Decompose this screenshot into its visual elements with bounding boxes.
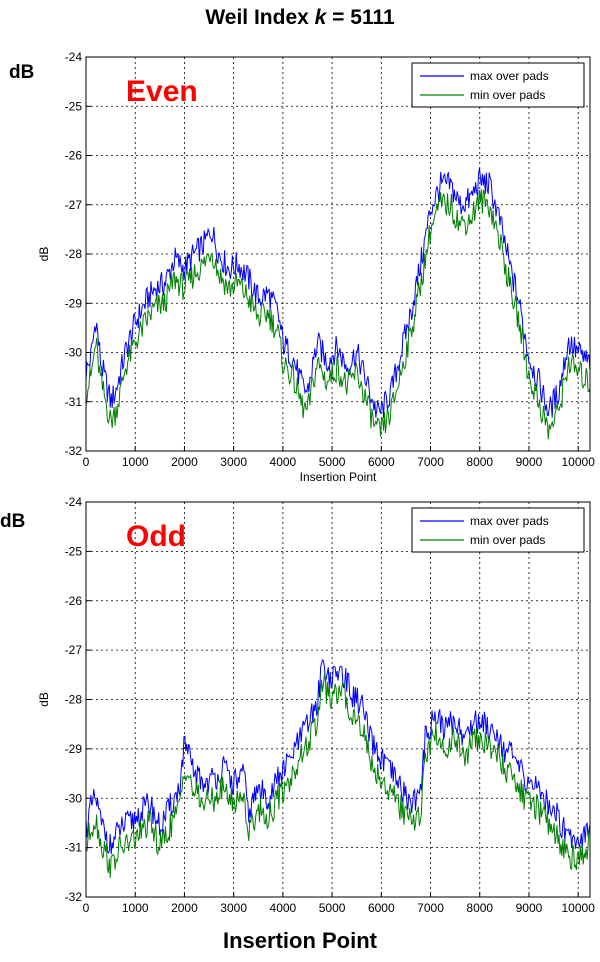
bottom-xlabel: Insertion Point — [223, 928, 377, 953]
y-tick-label: -32 — [65, 890, 83, 904]
x-tick-label: 4000 — [270, 901, 297, 915]
y-tick-label: -29 — [65, 742, 83, 756]
x-tick-label: 8000 — [466, 901, 493, 915]
y-tick-label: -27 — [65, 198, 83, 212]
y-tick-label: -28 — [65, 247, 83, 261]
top-db-label: dB — [9, 62, 35, 83]
x-axis-label: Insertion Point — [300, 470, 377, 484]
y-tick-label: -32 — [65, 444, 83, 458]
x-tick-label: 8000 — [466, 455, 493, 469]
y-tick-label: -24 — [65, 50, 83, 64]
legend-box — [411, 507, 585, 553]
title-suffix: = 5111 — [326, 6, 395, 29]
legend-entry: max over pads — [470, 69, 549, 83]
x-tick-label: 10000 — [562, 455, 596, 469]
x-tick-label: 6000 — [368, 455, 395, 469]
x-tick-label: 9000 — [516, 455, 543, 469]
chart-panel-0: 0 1000 2000 3000 4000 5000 6000 7000 8000 9000 100… — [37, 50, 595, 484]
x-tick-label: 3000 — [220, 901, 247, 915]
legend-box — [411, 62, 585, 108]
y-tick-label: -31 — [65, 395, 83, 409]
x-tick-label: 2000 — [171, 455, 198, 469]
y-tick-label: -25 — [65, 99, 83, 113]
x-tick-label: 0 — [83, 455, 90, 469]
y-tick-label: -30 — [65, 791, 83, 805]
y-tick-label: -26 — [65, 594, 83, 608]
series-line-max — [85, 167, 591, 419]
annotation-label: Odd — [126, 520, 186, 553]
annotation-label: Even — [126, 75, 198, 108]
x-tick-label: 2000 — [171, 901, 198, 915]
series-line-min — [85, 673, 591, 878]
title-prefix: Weil Index — [205, 6, 315, 29]
title-k-variable: k — [314, 6, 327, 29]
x-tick-label: 0 — [83, 901, 90, 915]
y-tick-label: -27 — [65, 643, 83, 657]
x-tick-label: 5000 — [319, 455, 346, 469]
y-tick-label: -29 — [65, 296, 83, 310]
series-line-min — [85, 189, 591, 440]
series-line-max — [85, 659, 591, 855]
y-tick-label: -31 — [65, 841, 83, 855]
x-tick-label: 3000 — [220, 455, 247, 469]
bottom-db-label: dB — [0, 511, 26, 532]
y-tick-label: -30 — [65, 346, 83, 360]
y-tick-label: -26 — [65, 149, 83, 163]
y-axis-label: dB — [37, 247, 51, 262]
y-tick-label: -28 — [65, 693, 83, 707]
x-tick-label: 1000 — [122, 455, 149, 469]
x-tick-label: 10000 — [562, 901, 596, 915]
x-tick-label: 4000 — [270, 455, 297, 469]
y-tick-label: -25 — [65, 544, 83, 558]
figure-title: Weil Index k = 5111 — [0, 6, 600, 30]
y-axis-label: dB — [37, 692, 51, 707]
x-tick-label: 1000 — [122, 901, 149, 915]
x-tick-label: 7000 — [417, 901, 444, 915]
x-tick-label: 5000 — [319, 901, 346, 915]
chart-panel-1: 0 1000 2000 3000 4000 5000 6000 7000 8000 9000 100… — [37, 495, 595, 915]
x-tick-label: 6000 — [368, 901, 395, 915]
legend-entry: max over pads — [470, 514, 549, 528]
y-tick-label: -24 — [65, 495, 83, 509]
legend-entry: min over pads — [470, 88, 545, 102]
legend-entry: min over pads — [470, 533, 545, 547]
x-tick-label: 7000 — [417, 455, 444, 469]
x-tick-label: 9000 — [516, 901, 543, 915]
